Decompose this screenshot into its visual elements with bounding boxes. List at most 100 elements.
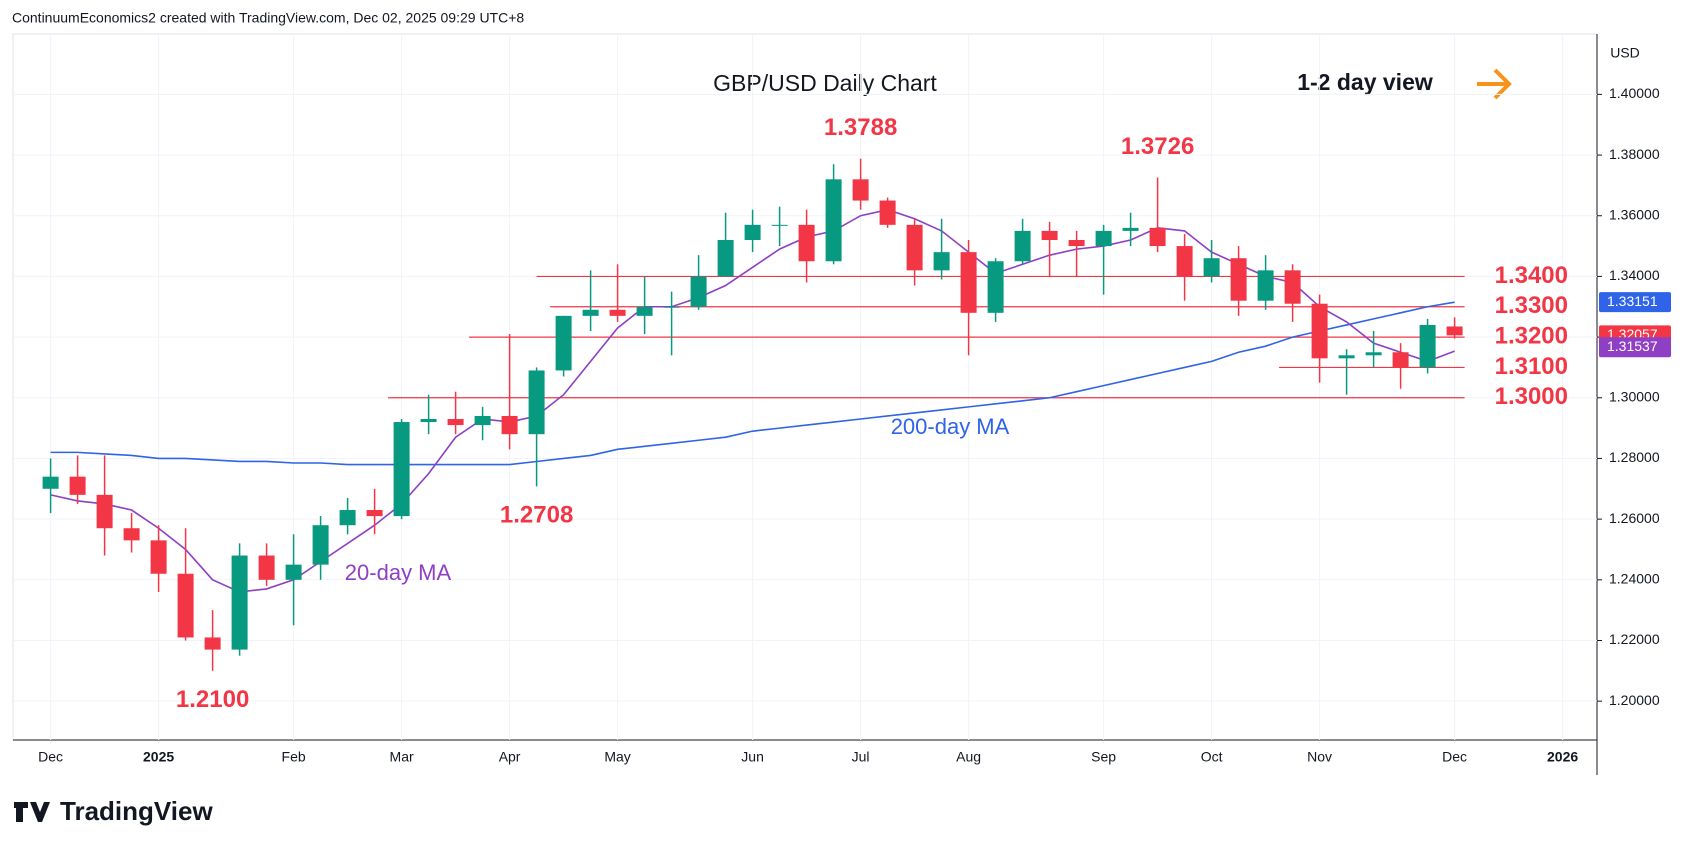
- x-tick-label: Mar: [390, 749, 414, 765]
- y-tick-label: 1.24000: [1609, 571, 1660, 587]
- candle-body: [1095, 230, 1112, 247]
- candle-body: [1338, 355, 1355, 359]
- candle-body: [636, 306, 653, 316]
- x-tick-label: Feb: [282, 749, 306, 765]
- x-tick-label: Apr: [499, 749, 521, 765]
- candle-body: [1068, 240, 1085, 247]
- ma-label: 20-day MA: [345, 560, 452, 585]
- x-tick-label: Nov: [1307, 749, 1332, 765]
- candle-body: [231, 555, 248, 650]
- candle-body: [447, 419, 464, 426]
- candle-body: [771, 224, 788, 226]
- candle-body: [1149, 227, 1166, 247]
- candle-body: [1392, 352, 1409, 368]
- candle-body: [825, 179, 842, 262]
- price-badge-label: 1.31537: [1607, 338, 1658, 354]
- candle-body: [906, 224, 923, 271]
- candle-body: [1419, 324, 1436, 368]
- ma-line: [50, 208, 1455, 593]
- x-tick-label: May: [604, 749, 630, 765]
- peak-label: 1.2100: [176, 686, 249, 713]
- level-label: 1.3000: [1495, 383, 1568, 410]
- x-tick-label: 2026: [1547, 749, 1578, 765]
- y-tick-label: 1.20000: [1609, 692, 1660, 708]
- candle-body: [933, 252, 950, 271]
- arrow: [1477, 68, 1512, 100]
- candle-body: [1257, 270, 1274, 301]
- candle-body: [1365, 352, 1382, 356]
- y-tick-label: 1.34000: [1609, 267, 1660, 283]
- candle-body: [555, 315, 572, 371]
- candle-body: [1014, 230, 1031, 262]
- price-badge: [1599, 337, 1671, 358]
- candle-body: [420, 419, 437, 423]
- candle-body: [663, 306, 680, 308]
- plot-frame: [12, 33, 1598, 741]
- peak-label: 1.3788: [824, 114, 897, 141]
- candle-body: [1203, 258, 1220, 277]
- candle-body: [258, 555, 275, 580]
- x-tick-label: Jun: [741, 749, 764, 765]
- ma-label: 200-day MA: [891, 414, 1010, 439]
- candle-body: [1446, 326, 1463, 336]
- candle-body: [1230, 258, 1247, 301]
- footer: TradingView: [60, 796, 213, 826]
- candle-body: [69, 476, 86, 495]
- candle-body: [879, 200, 896, 225]
- candle-body: [960, 252, 977, 313]
- ma-line: [50, 301, 1455, 466]
- candle-body: [150, 540, 167, 574]
- x-tick-label: Dec: [38, 749, 63, 765]
- candle-body: [798, 224, 815, 262]
- header: ContinuumEconomics2 created with Trading…: [12, 10, 524, 26]
- x-tick-label: Dec: [1442, 749, 1467, 765]
- candle-body: [1284, 270, 1301, 304]
- y-tick-label: 1.38000: [1609, 146, 1660, 162]
- candle-body: [609, 309, 626, 316]
- y-tick-label: 1.22000: [1609, 631, 1660, 647]
- y-tick-label: 1.36000: [1609, 206, 1660, 222]
- y-tick-label: 1.40000: [1609, 85, 1660, 101]
- x-tick-label: Jul: [852, 749, 870, 765]
- level-label: 1.3200: [1495, 322, 1568, 349]
- candle-body: [1311, 303, 1328, 359]
- candle-body: [1041, 230, 1058, 241]
- candle-body: [528, 370, 545, 435]
- candle-body: [204, 637, 221, 650]
- y-tick-label: 1.26000: [1609, 510, 1660, 526]
- logo: [14, 802, 50, 822]
- candle-body: [744, 224, 761, 241]
- candle-body: [285, 564, 302, 580]
- candle-body: [339, 510, 356, 526]
- candle-body: [42, 476, 59, 489]
- candle-body: [690, 276, 707, 307]
- candle-body: [501, 415, 518, 435]
- candle-body: [393, 422, 410, 517]
- candle-body: [717, 240, 734, 277]
- x-tick-label: Aug: [956, 749, 981, 765]
- subtitle: 1-2 day view: [1297, 69, 1433, 95]
- candle-body: [366, 510, 383, 517]
- chart-title: GBP/USD Daily Chart: [713, 70, 937, 96]
- candle-body: [852, 179, 869, 201]
- candle-body: [96, 494, 113, 529]
- peak-label: 1.3726: [1121, 133, 1194, 160]
- price-badge-label: 1.33151: [1607, 293, 1658, 309]
- candle-body: [582, 309, 599, 316]
- candle-body: [987, 261, 1004, 313]
- candle-body: [312, 525, 329, 565]
- level-label: 1.3400: [1495, 262, 1568, 289]
- level-label: 1.3100: [1495, 353, 1568, 380]
- y-tick-label: 1.28000: [1609, 449, 1660, 465]
- currency: USD: [1610, 45, 1640, 61]
- level-label: 1.3300: [1495, 292, 1568, 319]
- candle-body: [474, 415, 491, 426]
- x-tick-label: 2025: [143, 749, 174, 765]
- x-tick-label: Sep: [1091, 749, 1116, 765]
- candle-body: [123, 528, 140, 541]
- candle-body: [1176, 246, 1193, 277]
- price-badge: [1599, 292, 1671, 313]
- y-tick-label: 1.30000: [1609, 388, 1660, 404]
